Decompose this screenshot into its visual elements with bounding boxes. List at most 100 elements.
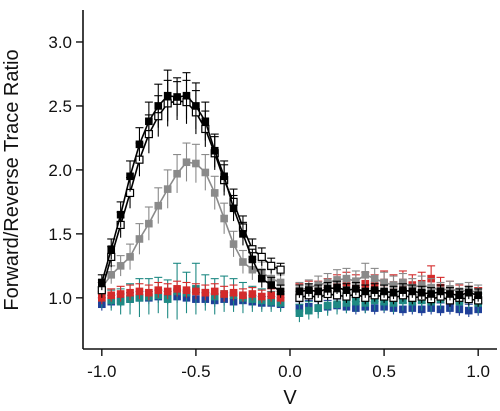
data-point	[323, 285, 332, 293]
data-point	[126, 288, 134, 297]
data-point	[182, 158, 191, 167]
data-point	[389, 288, 398, 297]
data-point	[220, 290, 228, 298]
series-2	[97, 142, 483, 301]
data-point	[417, 288, 426, 297]
data-point	[446, 290, 454, 298]
data-point	[201, 288, 210, 297]
series-1	[97, 79, 483, 307]
data-point	[126, 172, 134, 181]
data-point	[474, 291, 482, 300]
x-tick-label: -0.5	[181, 362, 210, 381]
x-tick-label: 0.5	[372, 362, 396, 381]
data-point	[173, 169, 181, 178]
data-point	[173, 93, 181, 101]
data-point	[408, 287, 417, 296]
data-point	[229, 204, 238, 213]
data-point	[455, 291, 464, 300]
data-point	[126, 253, 134, 261]
data-point	[239, 230, 247, 238]
y-tick-label: 2.0	[48, 161, 72, 180]
data-point	[267, 281, 275, 289]
data-point	[192, 159, 200, 168]
data-point	[154, 102, 163, 110]
x-tick-label: -1.0	[87, 362, 116, 381]
data-point	[239, 291, 247, 300]
data-point	[361, 287, 370, 296]
data-point	[276, 265, 285, 274]
data-point	[352, 285, 360, 293]
ticks-layer: -1.0 -0.5 0.0 0.5 1.0 1.0 1.5 2.0 2.5 3.0	[48, 33, 490, 381]
data-point	[342, 274, 351, 283]
data-point	[370, 274, 379, 283]
data-point	[248, 255, 257, 264]
data-point	[257, 274, 266, 283]
x-axis-title: V	[283, 387, 297, 409]
data-point	[163, 287, 172, 296]
data-point	[98, 278, 106, 287]
x-tick-label: 1.0	[466, 362, 490, 381]
data-point	[295, 309, 304, 317]
data-point	[145, 117, 153, 126]
y-tick-label: 3.0	[48, 33, 72, 52]
data-point	[276, 287, 285, 296]
y-tick-label: 1.0	[48, 289, 72, 308]
data-point	[182, 91, 191, 100]
data-point	[210, 146, 219, 155]
data-point	[333, 300, 341, 309]
data-point	[370, 286, 379, 294]
data-point	[210, 287, 219, 296]
data-point	[361, 271, 370, 279]
data-point	[192, 287, 200, 296]
data-point	[135, 140, 144, 149]
data-point	[257, 292, 266, 301]
data-point	[154, 201, 163, 210]
data-point	[116, 290, 125, 298]
data-point	[305, 286, 313, 294]
data-point	[380, 287, 388, 296]
data-point	[163, 91, 172, 100]
data-point	[201, 117, 210, 126]
data-point	[135, 235, 144, 243]
data-point	[210, 189, 219, 197]
data-point	[248, 290, 257, 298]
data-point	[257, 252, 266, 261]
data-point	[464, 288, 473, 297]
y-tick-label: 2.5	[48, 97, 72, 116]
data-point	[333, 283, 341, 292]
data-point	[107, 245, 116, 254]
data-point	[427, 290, 435, 298]
data-point	[239, 258, 247, 266]
data-point	[305, 306, 313, 315]
series-layer	[97, 69, 483, 323]
data-point	[295, 287, 304, 296]
series-0	[97, 69, 483, 302]
y-axis-title: Forward/Reverse Trace Ratio	[1, 49, 23, 310]
series-line	[101, 94, 282, 293]
data-point	[135, 287, 144, 296]
data-point	[116, 262, 125, 270]
data-point	[173, 285, 181, 293]
data-point	[201, 168, 210, 177]
data-point	[220, 172, 228, 181]
data-point	[436, 287, 445, 296]
data-point	[192, 102, 200, 110]
data-point	[267, 261, 276, 270]
data-point	[342, 286, 351, 294]
data-point	[229, 240, 238, 248]
x-tick-label: 0.0	[278, 362, 302, 381]
data-point	[107, 271, 116, 279]
data-point	[145, 219, 153, 228]
y-tick-label: 1.5	[48, 225, 72, 244]
data-point	[323, 301, 332, 310]
data-point	[399, 286, 407, 294]
data-point	[154, 286, 163, 294]
data-point	[107, 291, 116, 300]
data-point	[145, 288, 153, 297]
data-point	[314, 304, 323, 312]
data-point	[314, 287, 323, 296]
data-point	[267, 291, 275, 300]
data-point	[163, 185, 172, 193]
data-point	[116, 210, 125, 219]
